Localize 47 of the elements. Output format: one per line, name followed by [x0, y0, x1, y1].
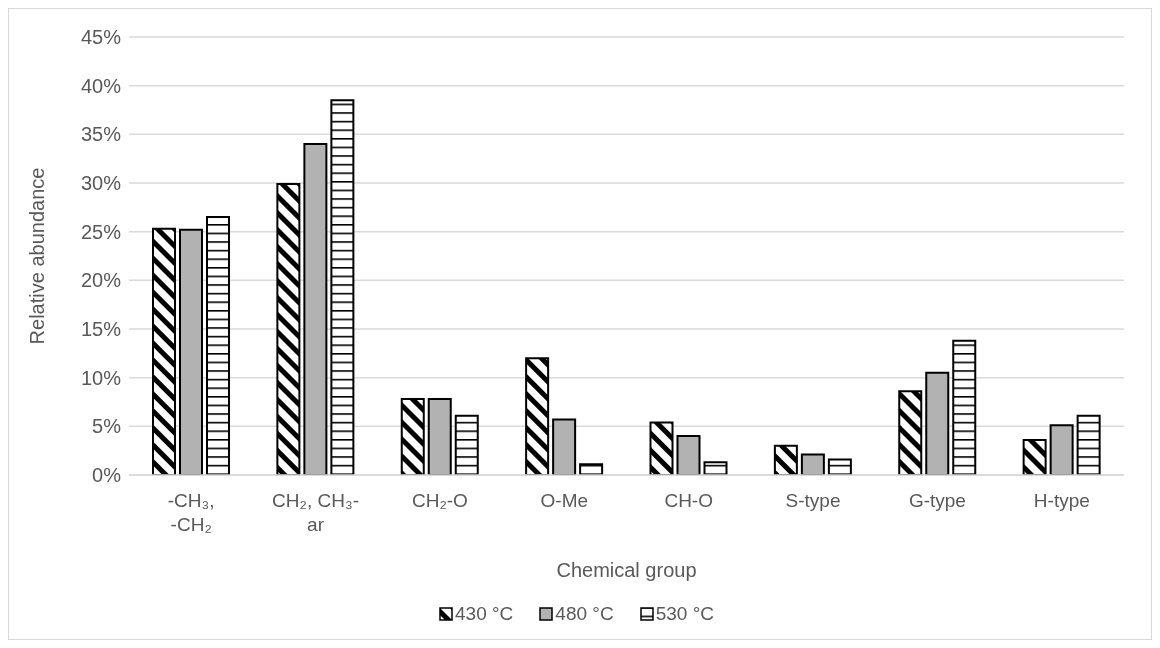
bar: [206, 216, 230, 475]
y-tick-label: 20%: [80, 269, 122, 292]
x-tick-label: CH₂-O: [411, 490, 468, 511]
bar: [925, 371, 950, 475]
legend-label: 530 °C: [654, 603, 714, 625]
bar: [330, 99, 355, 475]
bar: [1076, 414, 1101, 475]
legend-label: 480 °C: [554, 603, 614, 625]
y-tick-label: 40%: [80, 74, 122, 97]
bar: [552, 418, 577, 475]
x-tick-label: O-Me: [540, 490, 589, 511]
x-tick-label: S-type: [785, 490, 841, 511]
y-tick-label: 25%: [80, 220, 122, 243]
bar: [525, 357, 550, 475]
y-tick-label: 30%: [80, 172, 122, 195]
x-axis-title: Chemical group: [556, 559, 697, 581]
y-tick-label: 5%: [92, 415, 122, 438]
bar: [303, 143, 328, 475]
bar: [898, 390, 923, 475]
bar: [179, 228, 203, 475]
y-tick-label: 35%: [80, 123, 122, 146]
bar: [1022, 438, 1047, 475]
bar: [800, 453, 825, 475]
bar: [152, 227, 176, 475]
x-tick-label: -CH₃, -CH₂: [167, 490, 215, 535]
bar: [676, 435, 701, 475]
bar: [773, 444, 798, 475]
legend-label: 430 °C: [454, 603, 514, 625]
bar: [400, 398, 425, 475]
bar: [703, 461, 728, 475]
bar: [1049, 424, 1074, 475]
x-tick-label: G-type: [908, 490, 966, 511]
bar: [952, 339, 977, 475]
y-tick-label: 15%: [80, 318, 122, 341]
bar: [427, 398, 452, 475]
x-tick-label: CH₂, CH₃-ar: [272, 490, 360, 535]
bar: [454, 414, 479, 475]
y-tick-label: 45%: [80, 26, 122, 49]
bar: [649, 421, 674, 475]
bar: [276, 182, 301, 475]
y-tick-label: 0%: [92, 464, 122, 487]
y-axis-title: Relative abundance: [26, 167, 49, 345]
bar: [579, 463, 604, 475]
x-tick-label: H-type: [1033, 490, 1090, 511]
x-tick-label: CH-O: [664, 490, 713, 511]
bar: [827, 458, 852, 475]
y-tick-label: 10%: [80, 366, 122, 389]
